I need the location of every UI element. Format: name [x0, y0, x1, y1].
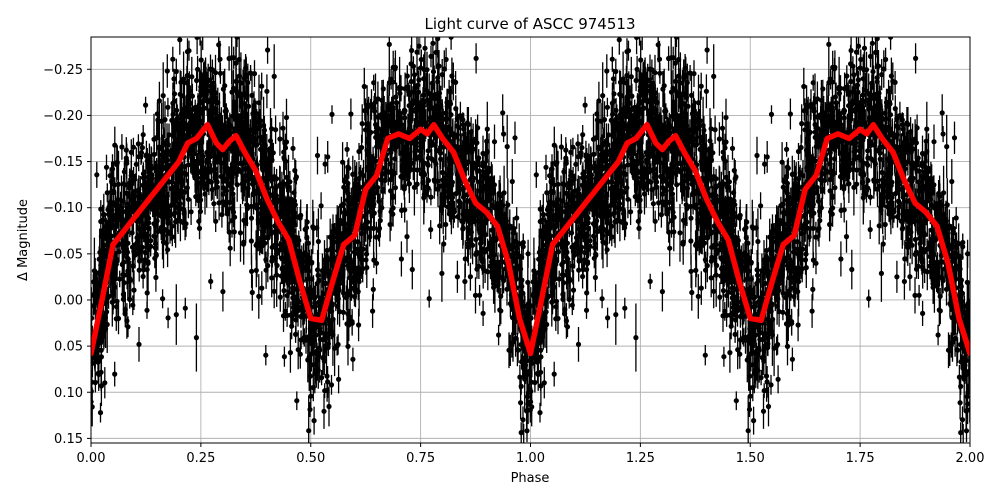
y-tick-label: −0.15	[43, 155, 83, 170]
y-tick-label: −0.20	[43, 109, 83, 124]
x-tick-label: 2.00	[956, 451, 985, 466]
y-tick-label: −0.25	[43, 63, 83, 78]
y-tick-label: 0.00	[54, 293, 83, 308]
y-tick-label: −0.05	[43, 247, 83, 262]
y-tick-label: 0.05	[54, 340, 83, 355]
x-axis-ticks: 0.00 0.25 0.50 0.75 1.00 1.25 1.50 1.75 2.00	[77, 443, 985, 466]
x-tick-label: 0.00	[77, 451, 106, 466]
x-tick-label: 0.25	[186, 451, 215, 466]
x-tick-label: 1.75	[846, 451, 875, 466]
y-tick-label: 0.15	[54, 432, 83, 447]
y-tick-label: −0.10	[43, 201, 83, 216]
x-axis-label: Phase	[511, 471, 550, 486]
y-axis-ticks: −0.25 −0.20 −0.15 −0.10 −0.05 0.00 0.05 0.10 0.1…	[43, 63, 91, 447]
binned-curve-line	[91, 121, 970, 357]
chart-title: Light curve of ASCC 974513	[425, 15, 636, 33]
y-axis-label: Δ Magnitude	[16, 199, 31, 281]
data-markers	[91, 37, 970, 436]
x-tick-label: 1.50	[736, 451, 765, 466]
x-tick-label: 1.00	[516, 451, 545, 466]
y-tick-label: 0.10	[54, 386, 83, 401]
x-tick-label: 1.25	[626, 451, 655, 466]
x-tick-label: 0.50	[296, 451, 325, 466]
x-tick-label: 0.75	[406, 451, 435, 466]
